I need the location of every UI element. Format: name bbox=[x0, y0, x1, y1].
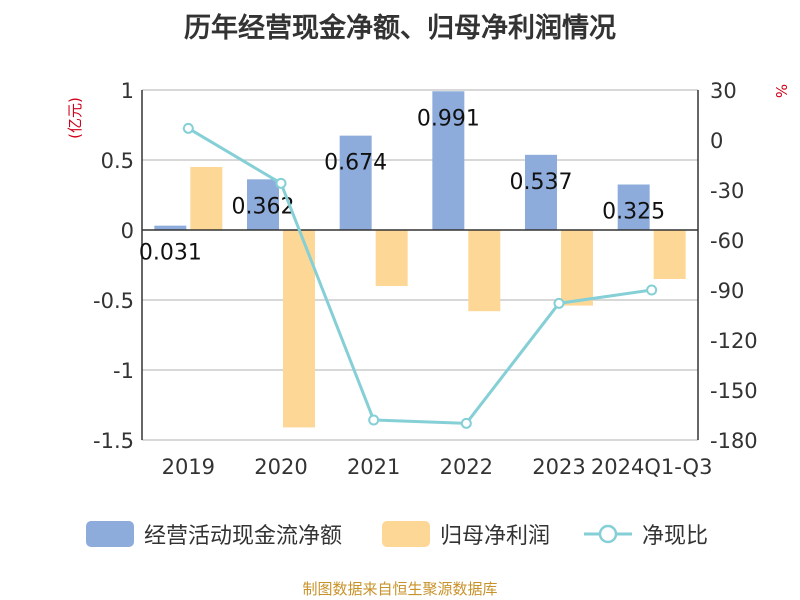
legend-swatch-cash bbox=[86, 521, 134, 547]
y-left-tick-label: 0 bbox=[121, 219, 134, 243]
point-ratio bbox=[368, 414, 380, 426]
legend-label-profit: 归母净利润 bbox=[440, 524, 551, 549]
bar-cash-flow bbox=[339, 135, 372, 230]
legend-label-cash: 经营活动现金流净额 bbox=[144, 524, 343, 549]
bar-net-profit bbox=[375, 230, 408, 286]
y-left-unit-label: (亿元) bbox=[66, 97, 84, 139]
point-ratio bbox=[646, 284, 658, 296]
bar-cash-flow bbox=[432, 91, 465, 230]
bar-cash-flow bbox=[154, 225, 187, 230]
x-tick-label: 2020 bbox=[254, 455, 307, 479]
x-tick-label: 2023 bbox=[532, 455, 585, 479]
y-left-tick-label: 0.5 bbox=[101, 149, 134, 173]
data-label-cash: 0.674 bbox=[324, 151, 387, 176]
data-label-cash: 0.537 bbox=[510, 170, 573, 195]
x-tick-label: 2021 bbox=[347, 455, 400, 479]
legend-swatch-profit bbox=[382, 521, 430, 547]
data-label-cash: 0.031 bbox=[139, 241, 202, 266]
bar-cash-flow bbox=[525, 154, 557, 230]
y-left-tick-label: 1 bbox=[121, 79, 134, 103]
y-right-tick-label: -120 bbox=[710, 329, 758, 353]
line-ratio bbox=[187, 127, 652, 425]
y-left-tick-label: -1 bbox=[113, 359, 134, 383]
combo-chart: 1 0.5 0 -0.5 -1 -1.5 30 0 -30 -60 -90 -120 -150 -180 (… bbox=[66, 79, 790, 479]
point-ratio bbox=[182, 122, 194, 134]
legend-item-profit[interactable]: 归母净利润 bbox=[382, 518, 550, 550]
data-source-note: 制图数据来自恒生聚源数据库 bbox=[302, 580, 498, 598]
point-ratio bbox=[553, 297, 565, 309]
legend-item-cash[interactable]: 经营活动现金流净额 bbox=[86, 518, 342, 550]
y-right-tick-label: 0 bbox=[710, 129, 723, 153]
point-ratio bbox=[460, 417, 472, 429]
bar-net-profit bbox=[468, 230, 501, 312]
legend-line-circle-icon bbox=[584, 524, 632, 544]
y-right-unit-label: % bbox=[772, 84, 790, 98]
y-left-tick-label: -1.5 bbox=[93, 429, 134, 453]
point-ratio bbox=[275, 177, 287, 189]
y-right-tick-label: -90 bbox=[710, 279, 744, 303]
x-tick-label: 2019 bbox=[162, 455, 215, 479]
bar-net-profit bbox=[561, 230, 593, 306]
y-left-tick-label: -0.5 bbox=[93, 289, 134, 313]
y-right-tick-label: 30 bbox=[710, 79, 737, 103]
bar-net-profit bbox=[190, 167, 223, 230]
x-tick-label: 2022 bbox=[440, 455, 493, 479]
y-right-tick-label: -30 bbox=[710, 179, 744, 203]
bar-net-profit bbox=[283, 230, 315, 428]
x-tick-label: 2024Q1-Q3 bbox=[591, 455, 713, 479]
y-right-tick-label: -60 bbox=[710, 229, 744, 253]
legend-item-ratio[interactable]: 净现比 bbox=[584, 518, 708, 550]
y-right-tick-label: -150 bbox=[710, 379, 758, 403]
y-right-tick-label: -180 bbox=[710, 429, 758, 453]
data-label-cash: 0.325 bbox=[602, 200, 665, 225]
data-label-cash: 0.991 bbox=[417, 106, 480, 131]
chart-title: 历年经营现金净额、归母净利润情况 bbox=[184, 13, 616, 44]
bar-net-profit bbox=[653, 230, 686, 279]
bar-cash-flow bbox=[247, 179, 279, 230]
data-label-cash: 0.362 bbox=[232, 194, 295, 219]
legend-label-ratio: 净现比 bbox=[642, 524, 709, 549]
bar-cash-flow bbox=[617, 184, 650, 230]
